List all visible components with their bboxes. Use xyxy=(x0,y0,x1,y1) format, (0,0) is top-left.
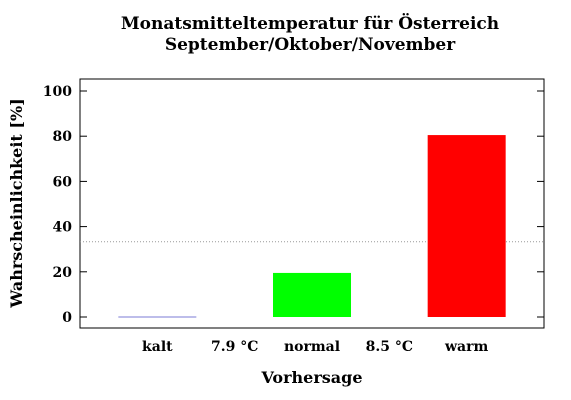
x-tick-label-category: normal xyxy=(284,339,340,355)
y-tick-label: 20 xyxy=(53,265,73,281)
x-tick-label-threshold: 8.5 °C xyxy=(366,339,413,355)
plot-frame xyxy=(79,78,545,329)
bars xyxy=(118,135,506,318)
x-tick-label-threshold: 7.9 °C xyxy=(211,339,258,355)
y-axis-label: Wahrscheinlichkeit [%] xyxy=(7,98,26,308)
x-tick-label-category: warm xyxy=(444,339,488,355)
y-tick-label: 80 xyxy=(53,129,73,145)
chart-title: Monatsmitteltemperatur für Österreich xyxy=(121,13,499,34)
bar-kalt xyxy=(118,316,197,318)
y-tick-label: 0 xyxy=(62,310,72,326)
bar-warm xyxy=(427,135,506,317)
y-tick-label: 40 xyxy=(53,220,73,236)
y-tick-label: 100 xyxy=(43,84,72,100)
y-tick-label: 60 xyxy=(53,174,73,190)
x-axis-label: Vorhersage xyxy=(260,368,362,387)
chart-subtitle: September/Oktober/November xyxy=(165,35,456,55)
bar-normal xyxy=(273,272,351,317)
x-tick-label-category: kalt xyxy=(142,339,173,355)
x-axis-ticks: kalt normal warm 7.9 °C 8.5 °C xyxy=(142,339,488,355)
y-axis-ticks: 0 20 40 60 80 100 xyxy=(43,84,544,326)
